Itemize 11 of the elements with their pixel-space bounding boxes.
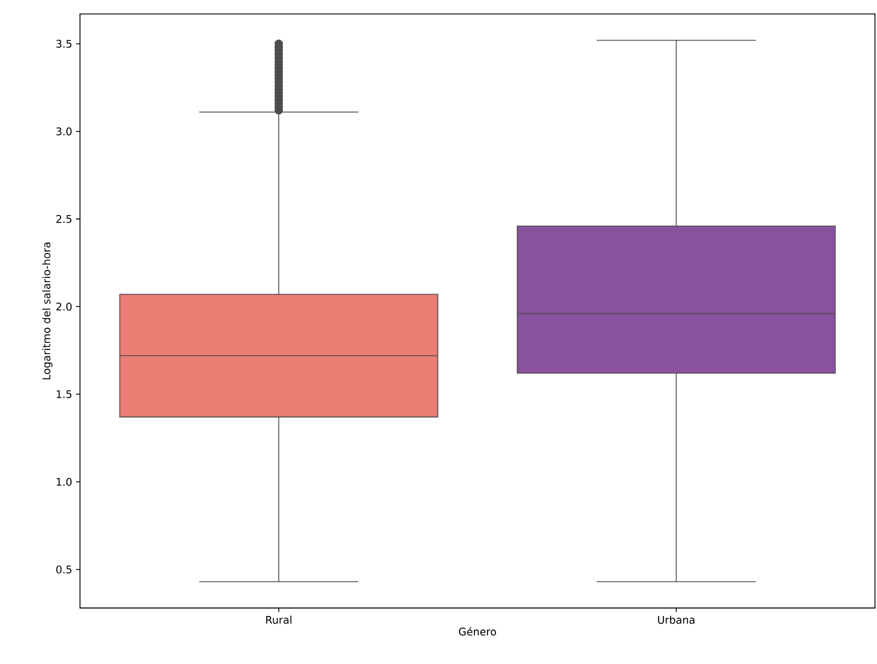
- x-tick-label: Urbana: [658, 616, 694, 624]
- y-tick-label: 2.0: [56, 302, 72, 311]
- y-tick-label: 1.0: [56, 478, 72, 486]
- y-tick-label: 2.5: [56, 215, 72, 223]
- y-tick-label: 0.5: [56, 565, 72, 574]
- y-tick-label: 1.5: [56, 390, 72, 398]
- y-axis-title: Logaritmo del salario-hora: [42, 242, 52, 380]
- x-tick-label: Rural: [266, 616, 292, 624]
- x-axis-title: Género: [458, 627, 496, 636]
- y-tick-label: 3.0: [56, 127, 72, 136]
- y-tick-label: 3.5: [56, 40, 72, 48]
